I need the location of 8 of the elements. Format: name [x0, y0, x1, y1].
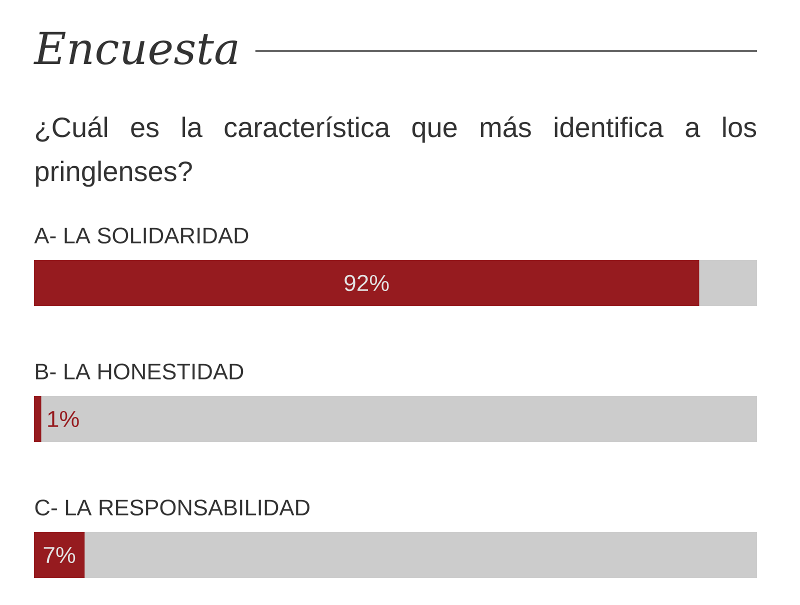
y-tick-label: C- LA RESPONSABILIDAD	[35, 500, 310, 516]
chart-subtitle: ¿Cuál es la característica que más identifica a los pringlenses?	[36, 116, 756, 187]
y-tick-label: B- LA HONESTIDAD	[36, 364, 244, 380]
data-label: 7%	[44, 546, 76, 564]
data-label: 92%	[344, 274, 389, 292]
data-label: 1%	[48, 410, 79, 428]
chart-title: Encuesta	[34, 32, 238, 65]
y-tick-label: A- LA SOLIDARIDAD	[34, 228, 248, 244]
